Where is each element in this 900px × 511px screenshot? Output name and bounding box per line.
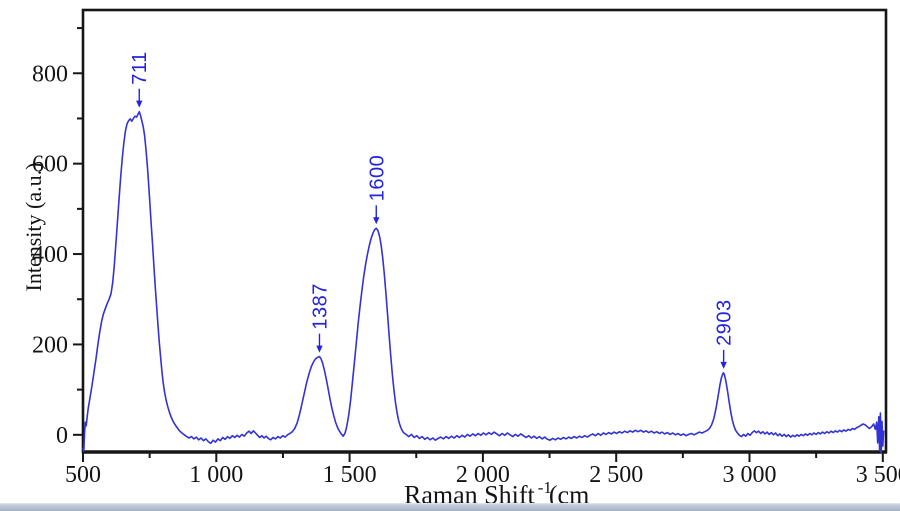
x-tick-label: 3 500 bbox=[856, 462, 900, 488]
y-tick-label: 600 bbox=[32, 152, 68, 178]
peak-label: 2903 bbox=[714, 299, 736, 346]
y-axis-title: Intensity (a.u.) bbox=[21, 162, 46, 292]
window-bottom-edge bbox=[0, 503, 900, 511]
y-tick-label: 400 bbox=[32, 242, 68, 268]
x-tick-label: 1 500 bbox=[323, 462, 377, 488]
x-tick-label: 2 500 bbox=[589, 462, 643, 488]
spectrum-curve bbox=[82, 110, 885, 454]
peak-label: 1600 bbox=[366, 155, 388, 202]
y-tick-label: 800 bbox=[32, 61, 68, 87]
x-tick-label: 1 000 bbox=[189, 462, 243, 488]
x-axis-title-superscript: -1 bbox=[537, 478, 552, 497]
peak-arrowhead-icon bbox=[373, 217, 380, 225]
peak-arrowhead-icon bbox=[720, 361, 727, 369]
y-tick-label: 0 bbox=[56, 423, 68, 449]
peak-label: 1387 bbox=[309, 283, 331, 330]
x-tick-label: 3 000 bbox=[723, 462, 777, 488]
plot-border bbox=[81, 8, 888, 454]
x-tick-label: 500 bbox=[65, 462, 101, 488]
peak-arrowhead-icon bbox=[316, 345, 323, 353]
x-tick-label: 2 000 bbox=[456, 462, 510, 488]
peak-arrowhead-icon bbox=[136, 100, 143, 108]
y-tick-label: 200 bbox=[32, 332, 68, 358]
peak-label: 711 bbox=[129, 51, 151, 84]
